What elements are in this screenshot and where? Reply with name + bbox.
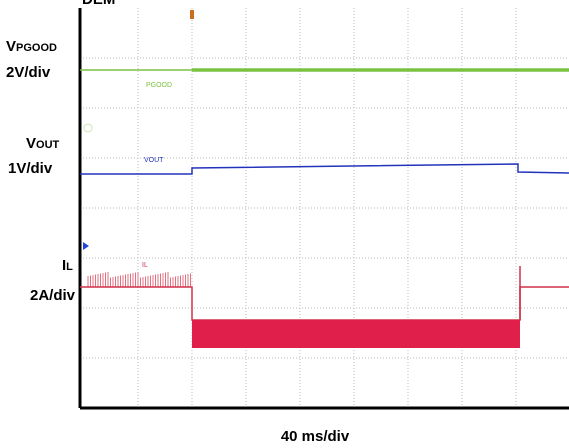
il-ripple [87,272,191,287]
trace-label: VOUT [144,157,164,164]
symbol: I [62,257,66,274]
vout-trace [80,163,569,175]
time-scale: 40 ms/div [281,428,350,445]
symbol: V [26,135,36,152]
channel-scale: 2V/div [6,64,51,81]
channel-scale: 2A/div [30,287,76,304]
subscript: OUT [36,139,60,151]
trace-label: IL [142,262,148,269]
channel-name: IL [62,257,73,274]
channel-scale: 1V/div [8,160,53,177]
subscript: PGOOD [16,42,57,54]
subscript: L [66,261,73,273]
il-switching [192,320,520,348]
channel-name: VOUT [26,135,60,152]
trigger-marker [190,10,194,19]
ch-marker [83,242,89,250]
symbol: V [6,38,16,55]
channel-name: VPGOOD [6,38,57,55]
title: DEM [82,0,115,8]
trace-label: PGOOD [146,82,172,89]
ch-marker [83,123,93,133]
